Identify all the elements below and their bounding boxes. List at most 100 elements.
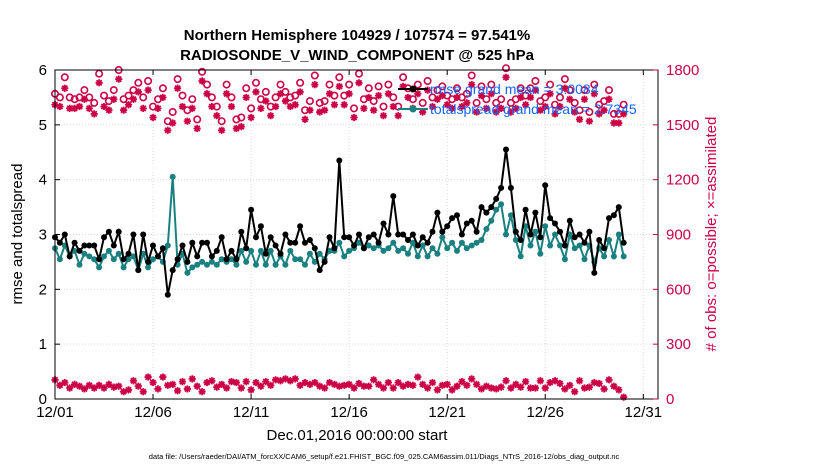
obs-assimilated-point: [502, 73, 510, 81]
totalspread-point: [204, 261, 210, 268]
obs-possible-point: [217, 117, 226, 126]
obs-possible-low-point: [610, 382, 618, 390]
obs-possible-low-point: [237, 384, 245, 392]
obs-possible-point: [399, 73, 408, 82]
obs-possible-low-point: [600, 385, 608, 393]
obs-assimilated-point: [531, 86, 540, 94]
totalspread-point: [110, 256, 117, 263]
rmse-point: [145, 258, 152, 265]
obs-assimilated-point: [399, 82, 407, 91]
obs-possible-point: [242, 84, 251, 93]
obs-possible-low-point: [512, 380, 520, 388]
y-tick-label-left: 4: [39, 172, 47, 189]
obs-assimilated-point: [433, 95, 441, 103]
rmse-point: [606, 215, 612, 222]
y-tick-label-right: 0: [666, 391, 674, 408]
obs-assimilated-point: [615, 119, 623, 127]
obs-possible-low-point: [218, 380, 226, 388]
totalspread-point: [483, 226, 490, 232]
rmse-point: [395, 231, 402, 238]
rmse-point: [110, 242, 117, 249]
y-axis-label-right: # of obs: o=possible; ×=assimilated: [703, 117, 720, 352]
totalspread-point: [571, 245, 578, 252]
obs-possible-point: [516, 84, 525, 93]
obs-assimilated-point: [115, 75, 123, 83]
totalspread-point: [336, 239, 343, 246]
totalspread-point: [581, 256, 588, 263]
obs-assimilated-point: [267, 112, 275, 120]
totalspread-point: [248, 247, 255, 254]
obs-possible-low-point: [541, 384, 549, 392]
obs-assimilated-point: [66, 104, 74, 112]
obs-assimilated-point: [105, 106, 113, 114]
x-tick-label: 12/06: [134, 404, 172, 421]
obs-possible-point: [472, 98, 481, 107]
obs-possible-point: [345, 80, 354, 89]
rmse-point: [419, 234, 426, 241]
obs-assimilated-point: [448, 104, 456, 112]
obs-possible-low-point: [350, 384, 358, 392]
obs-possible-point: [506, 98, 515, 107]
obs-possible-low-point: [615, 386, 623, 394]
totalspread-point: [610, 253, 617, 260]
obs-possible-low-point: [124, 386, 133, 394]
rmse-point: [105, 228, 112, 235]
obs-possible-point: [144, 77, 153, 86]
rmse-point: [61, 231, 68, 238]
obs-possible-point: [418, 98, 427, 107]
obs-assimilated-point: [296, 88, 304, 96]
rmse-point: [253, 234, 259, 241]
obs-possible-low-point: [80, 385, 89, 393]
legend-rmse-label: rmse grand mean = 3.0084: [430, 81, 599, 97]
obs-possible-point: [134, 78, 143, 87]
obs-assimilated-point: [242, 93, 250, 102]
obs-possible-point: [462, 89, 471, 98]
obs-assimilated-point: [203, 90, 211, 98]
obs-possible-low-point: [281, 375, 290, 383]
obs-possible-point: [207, 93, 216, 102]
obs-possible-point: [482, 95, 491, 104]
obs-assimilated-point: [590, 90, 598, 98]
obs-assimilated-point: [139, 104, 147, 112]
totalspread-point: [385, 245, 392, 252]
obs-possible-point: [379, 102, 388, 111]
obs-assimilated-point: [61, 84, 69, 92]
rmse-point: [365, 234, 372, 241]
rmse-point: [130, 231, 137, 238]
obs-assimilated-point: [556, 102, 564, 111]
obs-possible-low-point: [306, 380, 314, 388]
chart-title: Northern Hemisphere 104929 / 107574 = 97…: [184, 27, 530, 44]
obs-possible-low-point: [242, 378, 250, 386]
obs-assimilated-point: [227, 102, 236, 111]
rmse-point: [576, 231, 583, 238]
obs-assimilated-point: [330, 101, 339, 109]
rmse-point: [282, 231, 289, 238]
obs-possible-point: [271, 93, 280, 102]
obs-possible-low-point: [419, 380, 427, 388]
totalspread-point: [606, 237, 612, 243]
obs-possible-low-point: [330, 380, 339, 388]
rmse-point: [125, 250, 132, 257]
obs-possible-low-point: [164, 381, 172, 389]
obs-possible-point: [60, 73, 69, 82]
obs-assimilated-point: [561, 84, 569, 92]
obs-possible-point: [560, 75, 569, 84]
rmse-point: [297, 223, 304, 230]
obs-assimilated-series: [51, 73, 628, 134]
rmse-point: [316, 267, 323, 274]
totalspread-point: [458, 239, 465, 246]
rmse-point: [331, 245, 338, 252]
totalspread-point: [76, 261, 83, 268]
rmse-point: [302, 239, 308, 246]
rmse-point: [493, 195, 500, 202]
obs-possible-point: [193, 115, 202, 124]
obs-possible-low-point: [522, 378, 530, 386]
obs-possible-low-point: [301, 378, 309, 387]
totalspread-point: [439, 234, 446, 241]
obs-possible-low-point: [620, 393, 628, 401]
obs-assimilated-point: [428, 102, 437, 111]
totalspread-point: [213, 261, 220, 268]
obs-assimilated-point: [497, 104, 505, 112]
rmse-point: [179, 242, 186, 249]
totalspread-point: [395, 247, 402, 254]
